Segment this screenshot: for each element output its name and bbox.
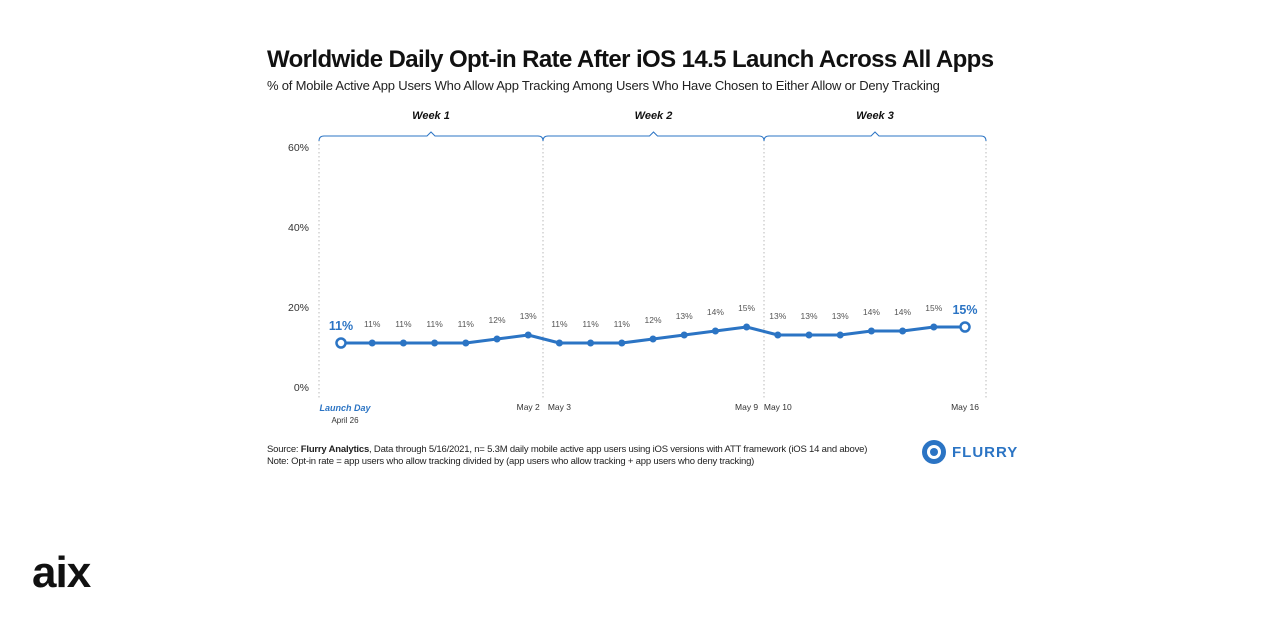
y-tick-label: 20%	[288, 302, 309, 314]
x-tick-label: May 3	[548, 402, 571, 412]
data-label: 13%	[520, 311, 537, 321]
data-label: 14%	[863, 307, 880, 317]
aix-logo: aix	[32, 548, 91, 597]
x-tick-label: Launch Day	[319, 403, 371, 413]
data-point	[555, 339, 563, 347]
data-label: 15%	[925, 303, 942, 313]
data-label: 14%	[894, 307, 911, 317]
week-bracket	[542, 131, 765, 142]
week-bracket	[763, 131, 987, 142]
data-point	[335, 337, 347, 349]
data-label: 14%	[707, 307, 724, 317]
data-label: 11%	[364, 319, 381, 329]
data-label: 13%	[800, 311, 817, 321]
data-label: 11%	[614, 319, 631, 329]
x-tick-label: May 10	[764, 402, 792, 412]
data-label: 11%	[582, 319, 599, 329]
footer-notes: Source: Flurry Analytics, Data through 5…	[267, 444, 867, 468]
opt-in-rate-chart: 0% 20% 40% 60% Week 1 Week 2 Week 3 11% 11% 11% 11…	[288, 110, 987, 425]
x-tick-label: May 2	[517, 402, 540, 412]
data-label: 15%	[738, 303, 755, 313]
data-point	[524, 331, 532, 339]
data-label: 15%	[952, 303, 977, 317]
data-point	[743, 323, 751, 331]
x-tick-label: May 9	[735, 402, 758, 412]
flurry-logo: FLURRY	[922, 438, 1018, 466]
data-label: 11%	[458, 319, 475, 329]
data-point	[774, 331, 782, 339]
source-prefix: Source:	[267, 444, 301, 455]
week-bracket	[318, 131, 544, 142]
data-point	[399, 339, 407, 347]
data-point	[836, 331, 844, 339]
data-point	[649, 335, 657, 343]
y-tick-label: 60%	[288, 142, 309, 154]
data-point	[959, 321, 971, 333]
chart-title: Worldwide Daily Opt-in Rate After iOS 14…	[267, 46, 994, 73]
data-point	[711, 327, 719, 335]
data-label: 11%	[329, 319, 353, 333]
data-point	[368, 339, 376, 347]
data-point	[587, 339, 595, 347]
data-point	[493, 335, 501, 343]
x-tick-sublabel: April 26	[331, 416, 359, 425]
note-line: Note: Opt-in rate = app users who allow …	[267, 456, 755, 467]
data-point	[805, 331, 813, 339]
flurry-logo-text: FLURRY	[952, 443, 1019, 461]
data-label: 12%	[644, 315, 661, 325]
source-name: Flurry Analytics	[300, 444, 370, 455]
data-label: 13%	[832, 311, 849, 321]
flurry-logo-icon	[922, 440, 946, 464]
data-point	[680, 331, 688, 339]
data-label: 11%	[551, 319, 568, 329]
data-point	[618, 339, 626, 347]
y-tick-label: 0%	[294, 382, 309, 394]
data-label: 13%	[676, 311, 693, 321]
source-details: , Data through 5/16/2021, n= 5.3M daily …	[369, 444, 868, 455]
data-label: 11%	[426, 319, 443, 329]
chart-subtitle: % of Mobile Active App Users Who Allow A…	[267, 78, 940, 93]
data-label: 11%	[395, 319, 412, 329]
x-tick-label: May 16	[951, 402, 979, 412]
data-point	[867, 327, 875, 335]
data-label: 13%	[769, 311, 786, 321]
data-point	[431, 339, 439, 347]
week-label: Week 3	[856, 110, 894, 122]
source-line: Source: Flurry Analytics, Data through 5…	[267, 444, 867, 456]
data-point	[930, 323, 938, 331]
data-point	[899, 327, 907, 335]
y-tick-label: 40%	[288, 222, 309, 234]
data-point	[462, 339, 470, 347]
week-label: Week 1	[412, 110, 450, 122]
week-label: Week 2	[635, 110, 673, 122]
data-label: 12%	[488, 315, 505, 325]
